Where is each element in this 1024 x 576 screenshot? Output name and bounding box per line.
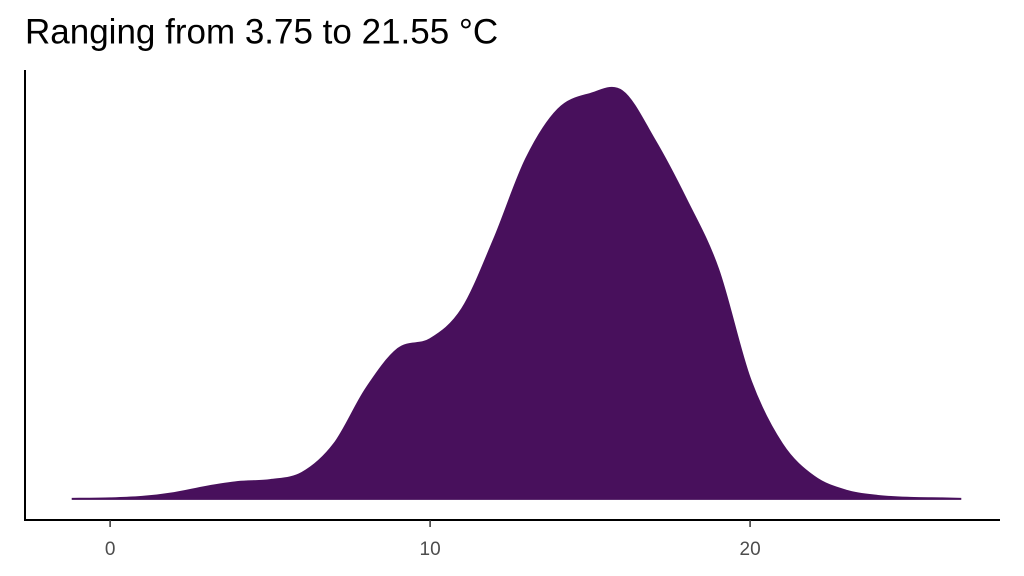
x-tick-label: 0 [105,539,116,560]
chart-title: Ranging from 3.75 to 21.55 °C [25,12,498,51]
x-tick-label: 10 [420,539,441,560]
x-tick-label: 20 [740,539,761,560]
density-area [71,86,962,500]
